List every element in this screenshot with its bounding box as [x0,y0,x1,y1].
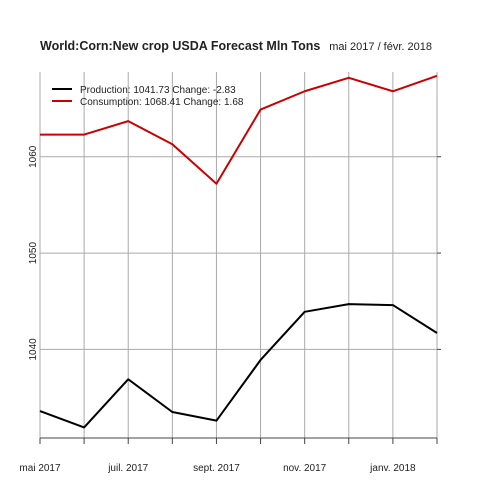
y-tick-label: 1040 [28,338,39,361]
legend: Production: 1041.73 Change: -2.83 Consum… [52,85,244,108]
series-line-consumption [40,74,438,185]
x-tick-label: janv. 2018 [369,463,416,474]
chart-title: World:Corn:New crop USDA Forecast Mln To… [40,39,320,53]
grid-lines [39,72,438,438]
legend-label-consumption: Consumption: 1068.41 Change: 1.68 [80,97,244,108]
series-lines [39,74,438,429]
x-tick-label: juil. 2017 [107,463,148,474]
x-tick-label: nov. 2017 [283,463,327,474]
y-tick-label: 1060 [28,145,39,168]
series-line-production [39,303,438,429]
x-tick-label: mai 2017 [19,463,61,474]
x-tick-label: sept. 2017 [193,463,240,474]
chart-subtitle: mai 2017 / févr. 2018 [329,41,432,53]
y-tick-label: 1050 [28,242,39,265]
axes: 1040 1050 1060 mai 2017 juil. 2017 sept. 2017… [19,145,441,474]
legend-label-production: Production: 1041.73 Change: -2.83 [80,85,236,96]
